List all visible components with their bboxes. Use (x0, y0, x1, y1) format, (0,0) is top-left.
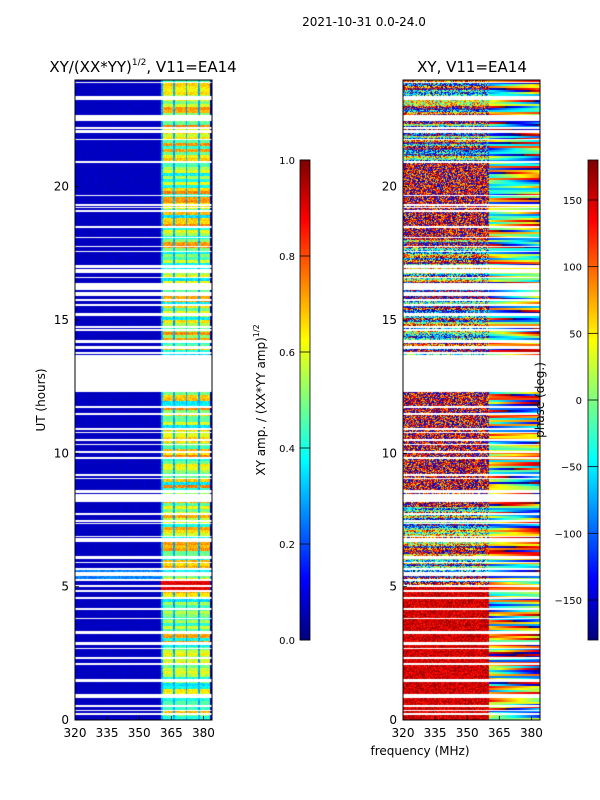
phase-colorbar-label: phase (deg.) (533, 362, 547, 438)
y-tick-label: 10 (54, 446, 69, 460)
x-tick-label: 365 (160, 726, 183, 740)
y-tick-label: 20 (382, 180, 397, 194)
colorbar-tick-label: 50 (569, 329, 582, 340)
y-axis-label: UT (hours) (34, 368, 48, 431)
y-tick-label: 5 (389, 580, 397, 594)
x-tick-label: 380 (520, 726, 543, 740)
x-tick-label: 350 (128, 726, 151, 740)
y-tick-label: 0 (389, 713, 397, 727)
y-tick-label: 20 (54, 180, 69, 194)
colorbar-tick-label: 0.0 (279, 636, 295, 647)
y-tick-label: 10 (382, 446, 397, 460)
colorbar-tick-label: −100 (555, 529, 582, 540)
colorbar-tick-label: 100 (563, 263, 582, 274)
colorbar-tick-label: 0.8 (279, 252, 295, 263)
colorbar-tick-label: −50 (561, 463, 582, 474)
left-title: XY/(XX*YY)1/2, V11=EA14 (49, 58, 236, 76)
y-tick-label: 15 (54, 313, 69, 327)
amplitude-heatmap (75, 80, 212, 720)
right-axes-frame (402, 79, 541, 721)
colorbar-tick-label: 0.2 (279, 540, 295, 551)
amplitude-colorbar-label: XY amp. / (XX*YY amp)1/2 (252, 324, 268, 475)
left-axes-frame (74, 79, 213, 721)
y-tick-label: 0 (61, 713, 69, 727)
colorbar-tick-label: −150 (555, 596, 582, 607)
colorbar-tick-label: 150 (563, 196, 582, 207)
y-tick-label: 5 (61, 580, 69, 594)
x-tick-label: 320 (64, 726, 87, 740)
colorbar-tick-label: 0.4 (279, 444, 295, 455)
x-tick-label: 320 (392, 726, 415, 740)
x-tick-label: 335 (96, 726, 119, 740)
colorbar-tick-label: 1.0 (279, 156, 295, 167)
x-tick-label: 365 (488, 726, 511, 740)
x-tick-label: 350 (456, 726, 479, 740)
suptitle: 2021-10-31 0.0-24.0 (302, 15, 426, 29)
phase-heatmap (403, 80, 540, 720)
right-title: XY, V11=EA14 (417, 58, 527, 76)
amplitude-colorbar (300, 160, 310, 640)
x-tick-label: 380 (192, 726, 215, 740)
x-tick-label: 335 (424, 726, 447, 740)
colorbar-tick-label: 0.6 (279, 348, 295, 359)
colorbar-tick-label: 0 (576, 396, 582, 407)
left-colorbar-frame (299, 159, 311, 641)
x-axis-label: frequency (MHz) (370, 744, 469, 758)
y-tick-label: 15 (382, 313, 397, 327)
